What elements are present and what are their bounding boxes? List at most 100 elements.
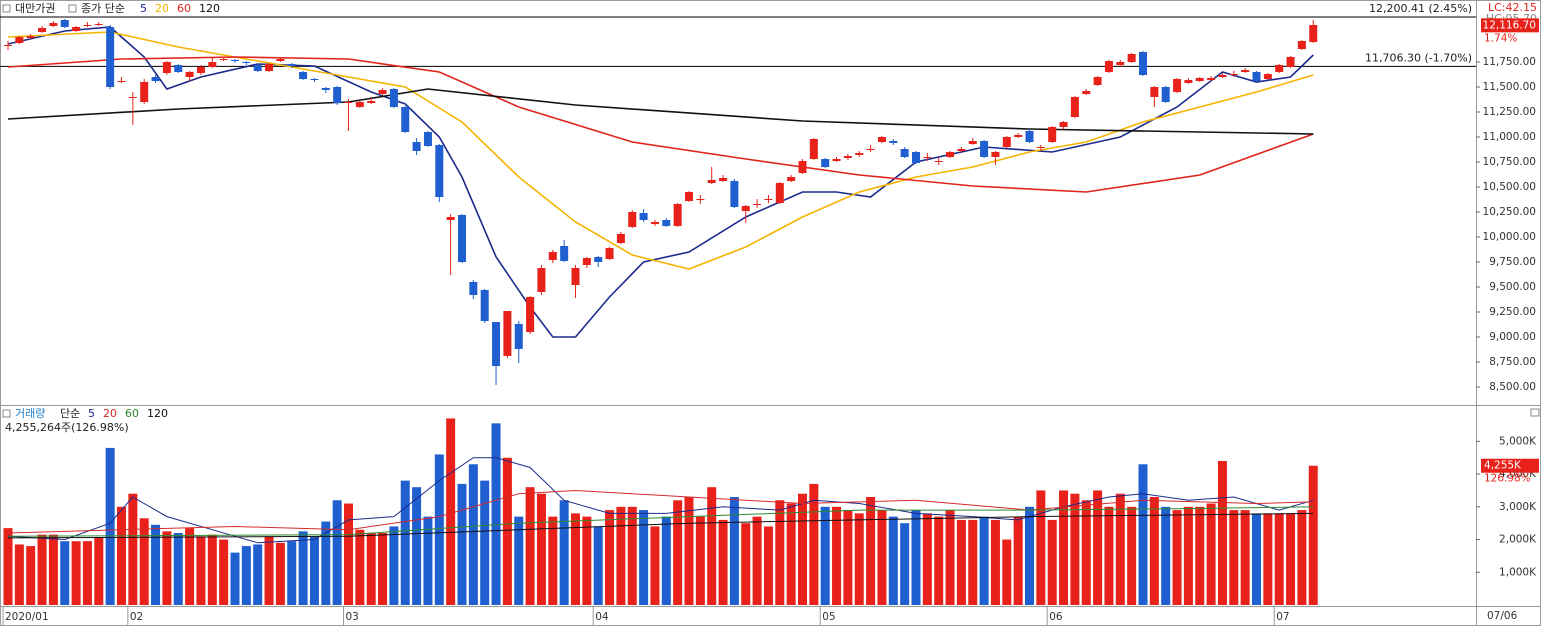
volume-bar: [1149, 497, 1159, 605]
candle-body: [128, 97, 137, 98]
volume-bar: [1036, 490, 1046, 605]
candle-body: [764, 199, 773, 200]
volume-bar: [241, 546, 251, 605]
candle-body: [185, 72, 194, 77]
candle-body: [843, 156, 852, 158]
y-tick-label: 1,000K: [1499, 566, 1537, 578]
candle-body: [877, 137, 886, 142]
volume-bar: [877, 510, 887, 605]
moving-average: [7, 506, 1314, 537]
volume-bar: [945, 510, 955, 605]
candle-body: [1309, 25, 1318, 42]
moving-average: [7, 26, 1314, 338]
candle-body: [1127, 54, 1136, 62]
candle-body: [196, 67, 205, 73]
volume-bar: [1104, 506, 1114, 605]
candle-body: [253, 65, 262, 71]
volume-bar: [423, 516, 433, 605]
volume-bar: [457, 483, 467, 605]
candle-body: [855, 153, 864, 155]
legend-entry: 120: [147, 407, 168, 420]
candle-body: [83, 25, 92, 26]
volume-bar: [275, 542, 285, 605]
y-tick-label: 10,250.00: [1483, 206, 1536, 218]
volume-bar: [1002, 539, 1012, 605]
volume-bar: [593, 526, 603, 605]
candle-body: [60, 20, 69, 27]
volume-bar: [695, 516, 705, 605]
volume-bar: [809, 483, 819, 605]
volume-bar: [956, 519, 966, 605]
panel-icon[interactable]: [2, 409, 11, 418]
candle-body: [94, 24, 103, 25]
x-tick-label: 06: [1049, 611, 1063, 623]
volume-bar: [139, 518, 149, 605]
volume-bar: [389, 526, 399, 605]
candle-body: [469, 282, 478, 295]
candle-body: [753, 204, 762, 205]
candle-body: [1218, 75, 1227, 77]
volume-bar: [1274, 513, 1284, 605]
candle-body: [1014, 135, 1023, 137]
last-price-change: 1.74%: [1484, 32, 1517, 44]
volume-bar: [1183, 506, 1193, 605]
candle-body: [1116, 62, 1125, 65]
volume-bar: [673, 500, 683, 605]
candle-body: [1286, 57, 1295, 67]
y-tick-label: 3,000K: [1499, 501, 1537, 513]
candle-body: [162, 62, 171, 73]
candle-body: [957, 149, 966, 151]
volume-bar: [900, 523, 910, 605]
volume-bar: [1206, 503, 1216, 605]
legend-entry: 5: [88, 407, 95, 420]
candle-body: [492, 322, 501, 366]
candle-body: [106, 27, 115, 87]
candle-body: [900, 149, 909, 157]
candle-body: [423, 132, 432, 146]
volume-bar: [820, 506, 830, 605]
candle-body: [1229, 74, 1238, 75]
y-tick-label: 11,500.00: [1483, 81, 1536, 93]
moving-average: [7, 489, 1314, 534]
panel-icon[interactable]: [2, 4, 11, 13]
candle-body: [208, 62, 217, 67]
legend-entry: 5: [140, 2, 147, 15]
candle-body: [389, 89, 398, 107]
candle-body: [809, 139, 818, 159]
candle-body: [968, 141, 977, 144]
x-tick-label: 07: [1276, 611, 1289, 623]
volume-bar: [230, 552, 240, 605]
candle-body: [1025, 131, 1034, 142]
x-tick-label: 05: [822, 611, 835, 623]
candle-body: [344, 102, 353, 103]
ma-icon[interactable]: [68, 4, 77, 13]
volume-bar: [117, 506, 126, 605]
candle-body: [1104, 61, 1113, 72]
candle-body: [480, 290, 489, 321]
candle-body: [798, 161, 807, 173]
candle-body: [219, 59, 228, 60]
volume-bar: [366, 533, 376, 605]
y-tick-label: 10,750.00: [1483, 156, 1536, 168]
volume-bar: [253, 544, 263, 605]
volume-bar: [1138, 464, 1148, 605]
close-button[interactable]: [1530, 408, 1540, 417]
candle-body: [1207, 78, 1216, 80]
candle-body: [1195, 78, 1204, 81]
candle-body: [1002, 137, 1011, 147]
volume-bar: [605, 510, 615, 605]
volume-bar: [832, 506, 842, 605]
candle-body: [685, 192, 693, 201]
candle-body: [730, 181, 739, 207]
x-tick-label: 04: [595, 611, 609, 623]
y-tick-label: 8,750.00: [1489, 356, 1536, 368]
reference-label: 11,706.30 (-1.70%): [1365, 51, 1472, 64]
volume-bar: [3, 528, 13, 605]
y-tick-label: 5,000K: [1499, 435, 1537, 447]
volume-bar: [1047, 519, 1057, 605]
volume-bar: [151, 524, 161, 605]
corner-label: LC:42.15: [1488, 1, 1537, 14]
candle-body: [866, 149, 875, 150]
candle-body: [775, 183, 784, 203]
